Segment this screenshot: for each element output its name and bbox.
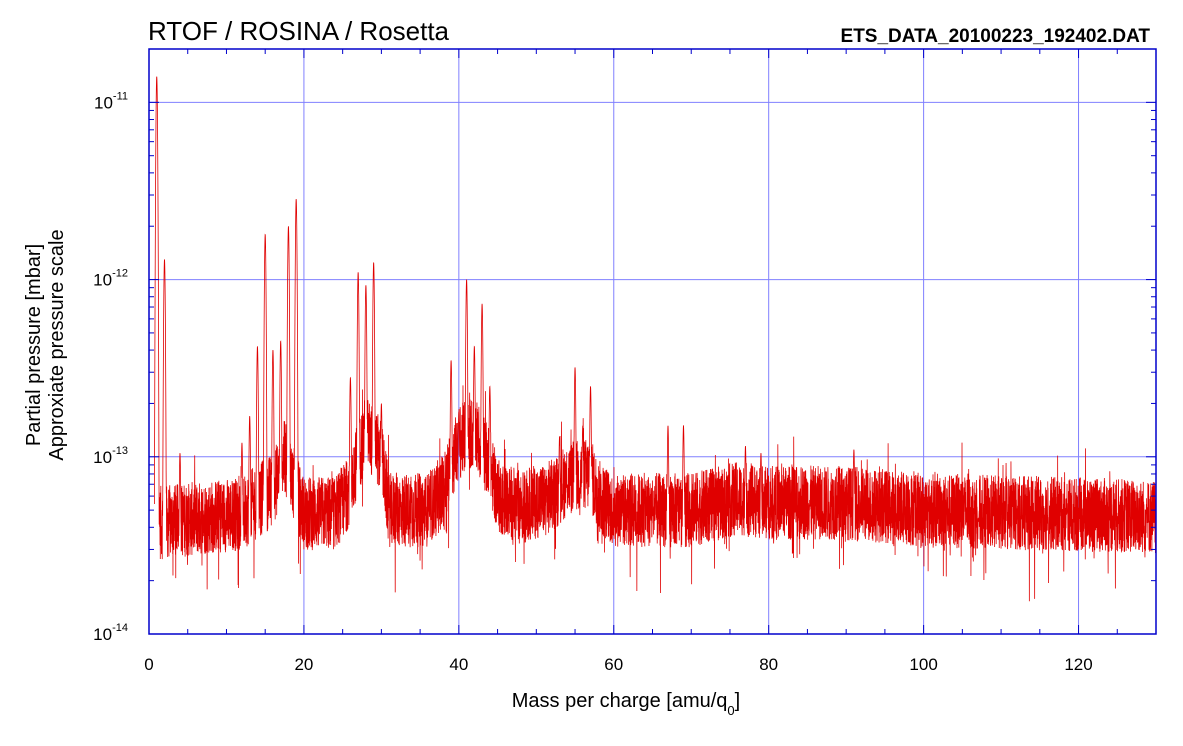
x-tick-label: 120	[1064, 655, 1092, 674]
file-name: ETS_DATA_20100223_192402.DAT	[841, 26, 1151, 47]
spectrum-line	[154, 76, 1157, 602]
spectrum-series	[154, 76, 1157, 602]
x-tick-labels: 0 20 40 60 80 100 120	[144, 655, 1092, 674]
x-axis-label-close: ]	[735, 690, 741, 712]
x-tick-label: 80	[759, 655, 778, 674]
x-axis-label: Mass per charge [amu/q0]	[512, 690, 740, 718]
plot-frame	[148, 48, 1157, 635]
y-axis-label-line2: Approxiate pressure scale	[46, 229, 68, 460]
x-axis-label-main: Mass per charge [amu/q	[512, 690, 728, 712]
x-tick-label: 60	[604, 655, 623, 674]
x-tick-label: 20	[294, 655, 313, 674]
y-tick-label: 10-13	[93, 445, 128, 467]
grid-lines	[149, 49, 1156, 634]
x-axis-label-subscript: 0	[727, 703, 734, 718]
y-tick-labels: 10-14 10-13 10-12 10-11	[93, 90, 128, 644]
y-tick-label: 10-11	[94, 90, 128, 112]
y-axis-label-line1: Partial pressure [mbar]	[23, 244, 45, 446]
x-tick-label: 0	[144, 655, 153, 674]
y-axis-label: Partial pressure [mbar] Approxiate press…	[23, 229, 68, 460]
chart-title: RTOF / ROSINA / Rosetta	[148, 16, 450, 46]
x-tick-label: 40	[449, 655, 468, 674]
x-tick-label: 100	[909, 655, 937, 674]
y-tick-label: 10-12	[93, 268, 128, 290]
y-tick-label: 10-14	[93, 622, 128, 644]
